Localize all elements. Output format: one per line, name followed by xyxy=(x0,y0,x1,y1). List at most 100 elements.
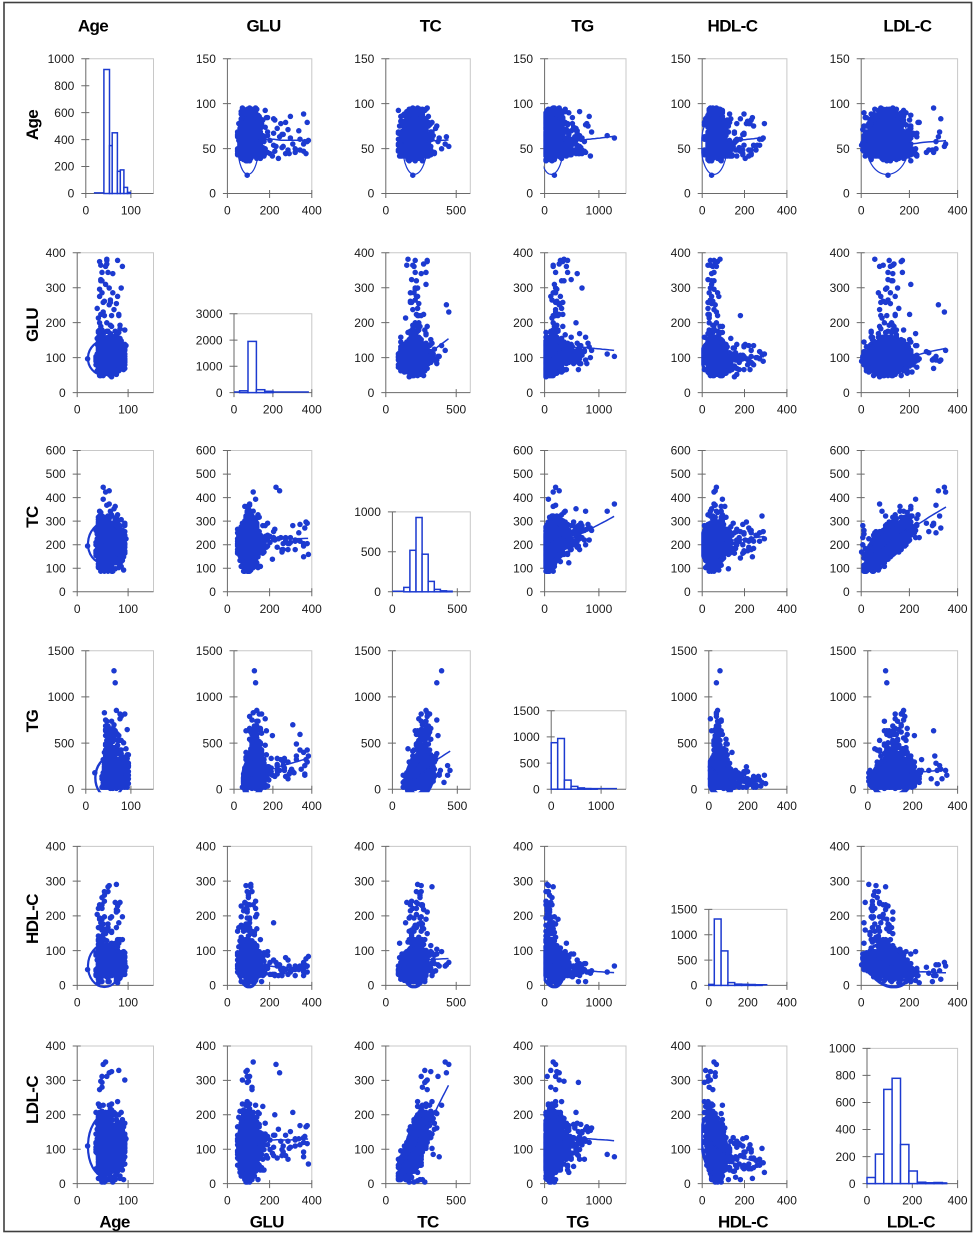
svg-text:1000: 1000 xyxy=(196,690,223,704)
svg-text:400: 400 xyxy=(354,840,374,854)
svg-text:200: 200 xyxy=(903,799,923,813)
svg-text:300: 300 xyxy=(46,281,66,295)
svg-text:0: 0 xyxy=(548,799,555,813)
svg-text:100: 100 xyxy=(46,1142,66,1156)
svg-text:400: 400 xyxy=(830,246,850,260)
svg-text:300: 300 xyxy=(671,514,691,528)
svg-text:400: 400 xyxy=(777,403,797,417)
svg-text:1500: 1500 xyxy=(513,704,540,718)
svg-text:300: 300 xyxy=(671,281,691,295)
svg-text:0: 0 xyxy=(209,979,216,993)
svg-text:0: 0 xyxy=(368,1177,375,1191)
svg-text:400: 400 xyxy=(513,840,533,854)
svg-text:Age: Age xyxy=(99,1213,129,1232)
svg-text:200: 200 xyxy=(738,995,758,1009)
svg-text:0: 0 xyxy=(74,995,81,1009)
svg-text:200: 200 xyxy=(830,909,850,923)
svg-text:0: 0 xyxy=(526,187,533,201)
svg-text:400: 400 xyxy=(948,799,968,813)
svg-text:HDL-C: HDL-C xyxy=(708,17,758,36)
svg-text:TG: TG xyxy=(566,1213,589,1232)
svg-text:1000: 1000 xyxy=(671,928,698,942)
svg-text:300: 300 xyxy=(196,1074,216,1088)
svg-text:HDL-C: HDL-C xyxy=(23,894,42,944)
svg-text:300: 300 xyxy=(830,514,850,528)
svg-text:1500: 1500 xyxy=(48,644,75,658)
svg-text:TC: TC xyxy=(420,17,442,36)
svg-text:0: 0 xyxy=(216,386,223,400)
svg-text:0: 0 xyxy=(59,1177,66,1191)
svg-text:0: 0 xyxy=(691,782,698,796)
svg-text:400: 400 xyxy=(46,1039,66,1053)
svg-text:0: 0 xyxy=(691,979,698,993)
svg-text:150: 150 xyxy=(830,52,850,66)
svg-text:0: 0 xyxy=(864,799,871,813)
svg-text:1500: 1500 xyxy=(196,644,223,658)
svg-text:GLU: GLU xyxy=(247,17,281,36)
svg-text:0: 0 xyxy=(526,386,533,400)
svg-text:1000: 1000 xyxy=(586,204,613,218)
svg-text:0: 0 xyxy=(684,585,691,599)
svg-text:0: 0 xyxy=(374,782,381,796)
svg-text:150: 150 xyxy=(196,52,216,66)
svg-text:1000: 1000 xyxy=(48,690,75,704)
svg-text:200: 200 xyxy=(196,538,216,552)
svg-text:500: 500 xyxy=(677,953,697,967)
svg-text:400: 400 xyxy=(196,491,216,505)
svg-text:0: 0 xyxy=(59,386,66,400)
svg-text:3000: 3000 xyxy=(196,307,223,321)
svg-text:50: 50 xyxy=(361,142,375,156)
svg-text:0: 0 xyxy=(382,1194,389,1208)
svg-text:100: 100 xyxy=(830,944,850,958)
svg-text:100: 100 xyxy=(830,97,850,111)
svg-text:500: 500 xyxy=(446,995,466,1009)
svg-text:0: 0 xyxy=(82,799,89,813)
svg-text:0: 0 xyxy=(224,1194,231,1208)
svg-text:300: 300 xyxy=(513,874,533,888)
svg-text:400: 400 xyxy=(777,995,797,1009)
svg-text:400: 400 xyxy=(671,1039,691,1053)
svg-text:50: 50 xyxy=(203,142,217,156)
svg-text:200: 200 xyxy=(46,538,66,552)
svg-text:200: 200 xyxy=(196,1108,216,1122)
svg-text:0: 0 xyxy=(224,995,231,1009)
svg-text:0: 0 xyxy=(849,1177,856,1191)
svg-text:500: 500 xyxy=(361,545,381,559)
svg-text:1500: 1500 xyxy=(671,644,698,658)
svg-text:LDL-C: LDL-C xyxy=(23,1076,42,1124)
svg-text:400: 400 xyxy=(513,1039,533,1053)
svg-text:200: 200 xyxy=(734,1194,754,1208)
svg-text:300: 300 xyxy=(513,514,533,528)
svg-text:1000: 1000 xyxy=(829,1042,856,1056)
svg-text:Age: Age xyxy=(23,110,42,140)
svg-text:100: 100 xyxy=(196,944,216,958)
svg-text:1000: 1000 xyxy=(354,690,381,704)
svg-text:100: 100 xyxy=(121,204,141,218)
svg-text:100: 100 xyxy=(46,351,66,365)
svg-text:150: 150 xyxy=(513,52,533,66)
svg-text:TC: TC xyxy=(417,1213,439,1232)
svg-text:200: 200 xyxy=(513,1108,533,1122)
svg-text:200: 200 xyxy=(513,538,533,552)
svg-text:200: 200 xyxy=(738,799,758,813)
svg-text:200: 200 xyxy=(260,602,280,616)
svg-text:600: 600 xyxy=(830,444,850,458)
svg-text:500: 500 xyxy=(671,467,691,481)
svg-text:0: 0 xyxy=(705,799,712,813)
svg-text:0: 0 xyxy=(389,602,396,616)
svg-text:400: 400 xyxy=(513,491,533,505)
svg-text:400: 400 xyxy=(830,491,850,505)
svg-text:400: 400 xyxy=(196,1039,216,1053)
svg-text:300: 300 xyxy=(671,1074,691,1088)
svg-text:400: 400 xyxy=(777,1194,797,1208)
svg-text:0: 0 xyxy=(843,585,850,599)
svg-text:0: 0 xyxy=(526,979,533,993)
svg-text:500: 500 xyxy=(446,204,466,218)
svg-text:0: 0 xyxy=(231,799,238,813)
svg-text:100: 100 xyxy=(671,1142,691,1156)
svg-text:100: 100 xyxy=(830,562,850,576)
svg-text:0: 0 xyxy=(209,187,216,201)
svg-text:100: 100 xyxy=(118,602,138,616)
svg-text:400: 400 xyxy=(302,403,322,417)
svg-text:0: 0 xyxy=(699,403,706,417)
